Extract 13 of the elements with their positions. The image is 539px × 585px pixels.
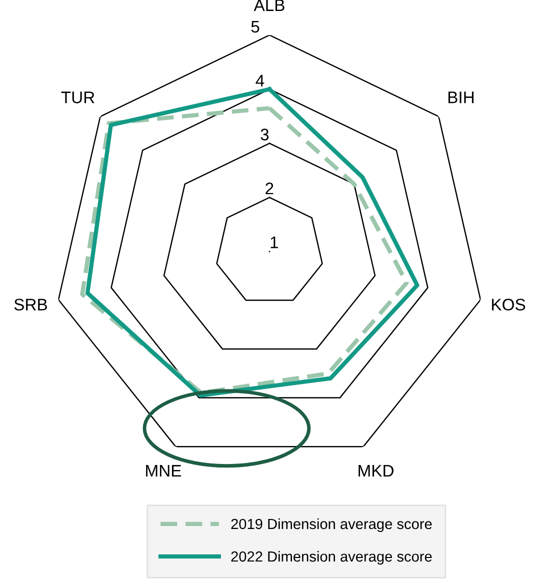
y-tick-label: 4	[256, 74, 264, 86]
y-tick-label: 3	[260, 128, 269, 140]
spoke-label: SRB	[14, 298, 47, 311]
legend-label: 2022 Dimension average score	[231, 550, 432, 565]
y-tick-label: 1	[270, 236, 278, 248]
y-tick-label: 5	[251, 21, 260, 33]
legend-label: 2019 Dimension average score	[231, 518, 432, 532]
spoke-label: MKD	[358, 465, 394, 477]
spoke-label: BIH	[448, 92, 474, 104]
spoke-label: TUR	[61, 92, 94, 104]
y-tick-label: 2	[266, 182, 274, 194]
spoke-label: MNE	[146, 465, 182, 477]
spoke-label: KOS	[492, 298, 526, 311]
